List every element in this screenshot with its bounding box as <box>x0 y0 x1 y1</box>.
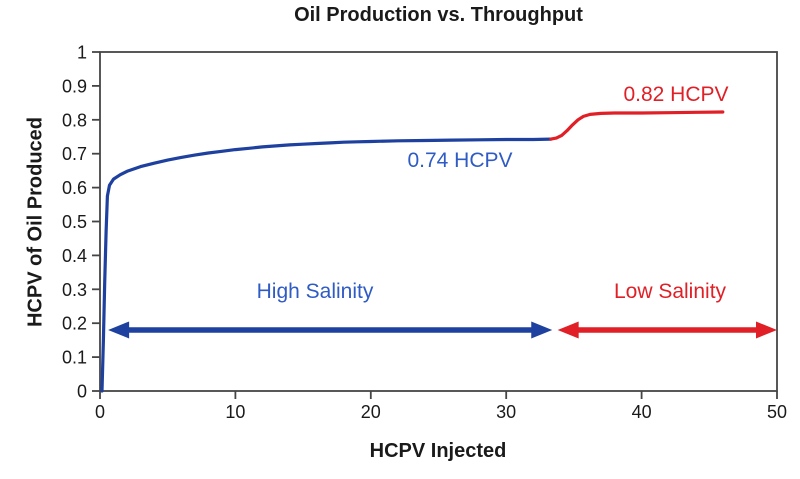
y-tick-label: 0.8 <box>62 110 87 130</box>
y-tick-label: 0.3 <box>62 280 87 300</box>
annotation-high-salinity-region: High Salinity <box>256 280 374 303</box>
x-tick-label: 20 <box>361 402 381 422</box>
chart-title: Oil Production vs. Throughput <box>294 4 583 26</box>
x-tick-label: 30 <box>496 402 516 422</box>
annotation-high-salinity-plateau-value: 0.74 HCPV <box>407 149 513 172</box>
series-line-low-salinity <box>549 110 725 141</box>
y-tick-label: 0.4 <box>62 246 87 266</box>
high-salinity-arrow-right-head <box>531 321 553 339</box>
x-tick-label: 40 <box>632 402 652 422</box>
x-axis-title: HCPV Injected <box>369 440 507 462</box>
x-tick-label: 50 <box>767 402 787 422</box>
y-tick-label: 0.6 <box>62 178 87 198</box>
x-tick-label: 0 <box>95 402 105 422</box>
y-tick-label: 1 <box>77 43 87 63</box>
low-salinity-arrow-right-head <box>756 321 777 339</box>
y-tick-label: 0.9 <box>62 76 87 96</box>
high-salinity-arrow-left-head <box>108 321 130 339</box>
low-salinity-arrow-left-head <box>557 321 579 339</box>
y-tick-label: 0.2 <box>62 314 87 334</box>
y-tick-label: 0 <box>77 382 87 402</box>
annotation-low-salinity-region: Low Salinity <box>613 280 727 303</box>
y-tick-label: 0.7 <box>62 144 87 164</box>
series-line-high-salinity <box>100 137 553 393</box>
y-tick-label: 0.5 <box>62 212 87 232</box>
y-tick-label: 0.1 <box>62 348 87 368</box>
y-axis-title: HCPV of Oil Produced <box>24 116 47 328</box>
x-tick-label: 10 <box>225 402 245 422</box>
annotation-low-salinity-plateau-value: 0.82 HCPV <box>623 83 729 106</box>
